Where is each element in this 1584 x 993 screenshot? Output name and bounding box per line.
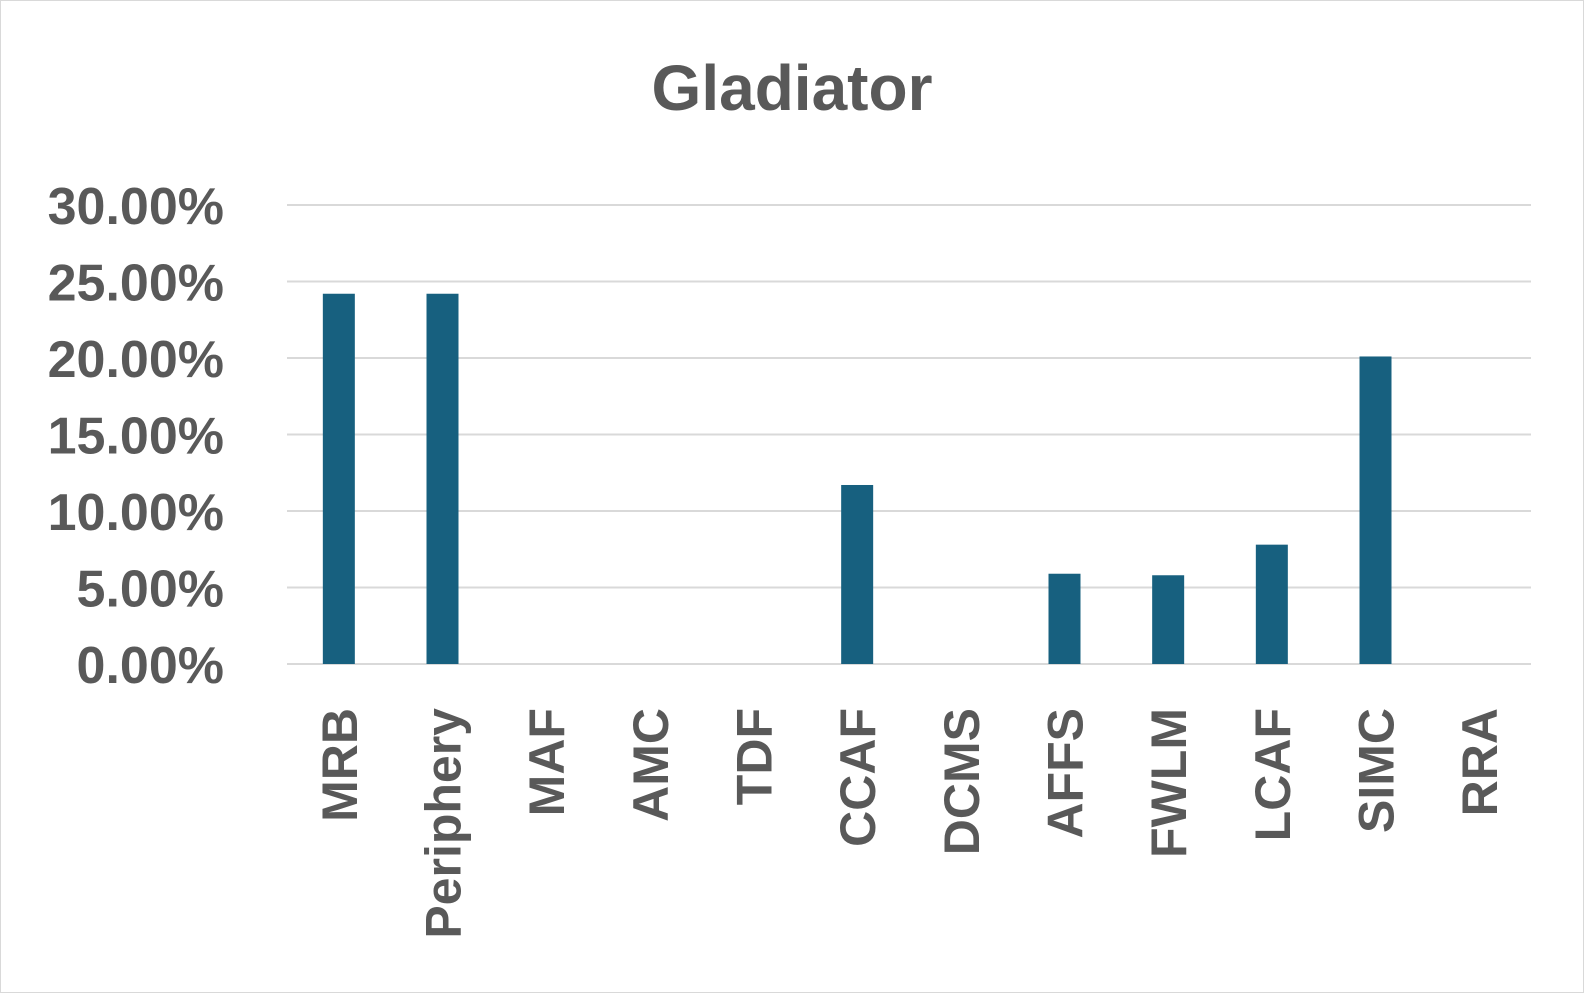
bar-fwlm — [1152, 575, 1185, 664]
x-tick-label-simc: SIMC — [1349, 708, 1405, 833]
bar-mrb — [322, 293, 355, 664]
x-tick-label-amc: AMC — [623, 708, 679, 822]
x-tick-label-mrb: MRB — [312, 708, 368, 822]
x-axis-ticks: MRB Periphery MAF AMC TDF CCAF DCMS AFFS FWLM LCA… — [312, 708, 1508, 939]
bar-periphery — [426, 293, 459, 664]
x-tick-label-fwlm: FWLM — [1141, 708, 1197, 858]
bars — [322, 293, 1392, 664]
x-tick-label-lcaf: LCAF — [1245, 708, 1301, 841]
y-tick-label: 5.00% — [77, 561, 224, 619]
x-tick-label-periphery: Periphery — [416, 708, 472, 939]
bar-affs — [1048, 573, 1081, 664]
y-tick-label: 15.00% — [48, 408, 224, 466]
bar-lcaf — [1255, 544, 1288, 664]
bar-simc — [1359, 356, 1392, 664]
x-tick-label-ccaf: CCAF — [830, 708, 886, 847]
y-tick-label: 25.00% — [48, 255, 224, 313]
gridlines — [287, 204, 1531, 665]
y-axis-ticks: 0.00% 5.00% 10.00% 15.00% 20.00% 25.00% 30.00% — [48, 178, 224, 695]
bar-ccaf — [841, 484, 874, 664]
y-tick-label: 30.00% — [48, 178, 224, 236]
chart-title: Gladiator — [652, 52, 933, 124]
x-tick-label-rra: RRA — [1452, 708, 1508, 816]
x-tick-label-tdf: TDF — [727, 708, 783, 805]
x-tick-label-affs: AFFS — [1038, 708, 1094, 839]
y-tick-label: 10.00% — [48, 484, 224, 542]
y-tick-label: 0.00% — [77, 637, 224, 695]
x-tick-label-maf: MAF — [519, 708, 575, 816]
x-tick-label-dcms: DCMS — [934, 708, 990, 855]
y-tick-label: 20.00% — [48, 331, 224, 389]
